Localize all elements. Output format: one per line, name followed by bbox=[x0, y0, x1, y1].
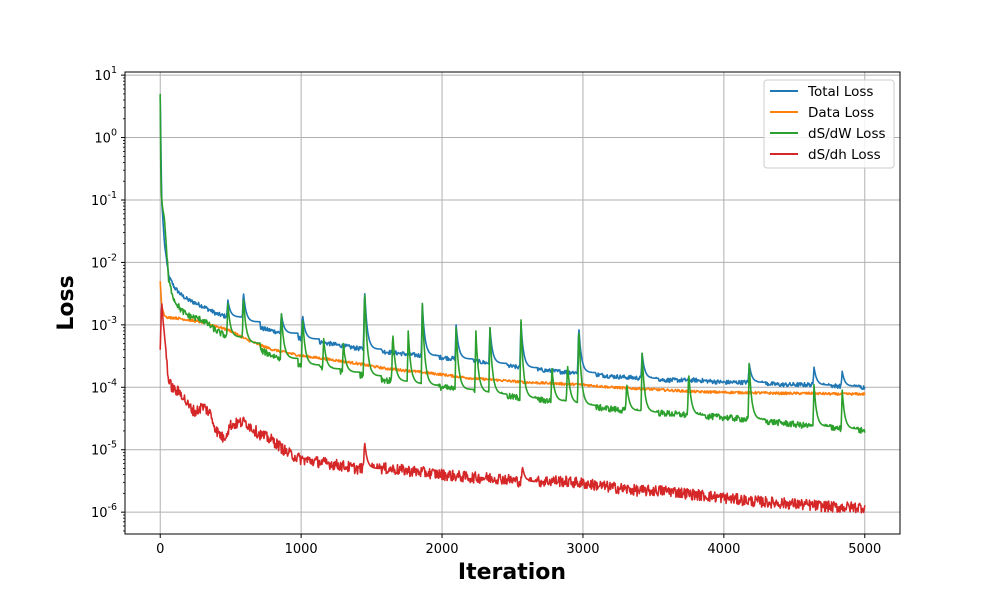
y-tick-label: 10-6 bbox=[91, 502, 117, 521]
legend-label: Total Loss bbox=[807, 84, 873, 100]
plot-frame bbox=[124, 71, 901, 535]
x-tick-label: 4000 bbox=[707, 542, 740, 557]
grid bbox=[125, 72, 900, 534]
y-tick-label: 10-2 bbox=[91, 252, 117, 271]
y-tick-label: 10-5 bbox=[91, 440, 117, 459]
x-tick-label: 3000 bbox=[566, 542, 599, 557]
series-line-ds-dh-loss bbox=[159, 303, 866, 514]
x-tick-label: 5000 bbox=[848, 542, 881, 557]
y-tick-label: 10-1 bbox=[91, 190, 117, 209]
x-tick-label: 0 bbox=[156, 542, 164, 557]
y-tick-label: 10-3 bbox=[91, 315, 117, 334]
x-tick-label: 1000 bbox=[285, 542, 318, 557]
y-axis-title: Loss bbox=[54, 275, 79, 330]
series-layer bbox=[159, 93, 866, 514]
y-tick-label: 10-4 bbox=[91, 377, 117, 396]
legend: Total Loss Data Loss dS/dW Loss dS/dh Loss bbox=[763, 79, 895, 169]
legend-label: dS/dW Loss bbox=[808, 126, 886, 142]
series-line-ds-dw-loss bbox=[159, 93, 866, 434]
x-axis-title: Iteration bbox=[458, 560, 566, 585]
y-tick-label: 101 bbox=[94, 65, 117, 84]
series-line-data-loss bbox=[159, 281, 866, 397]
legend-label: dS/dh Loss bbox=[808, 147, 881, 163]
series-line-total-loss bbox=[159, 96, 866, 390]
x-axis-ticks: 0 1000 2000 3000 4000 5000 bbox=[156, 534, 881, 557]
y-axis-ticks: 101 100 10-1 10-2 10-3 10-4 10-5 10-6 bbox=[91, 65, 125, 532]
legend-label: Data Loss bbox=[808, 105, 874, 121]
y-tick-label: 100 bbox=[94, 128, 117, 147]
legend-box bbox=[763, 79, 895, 169]
x-tick-label: 2000 bbox=[425, 542, 458, 557]
